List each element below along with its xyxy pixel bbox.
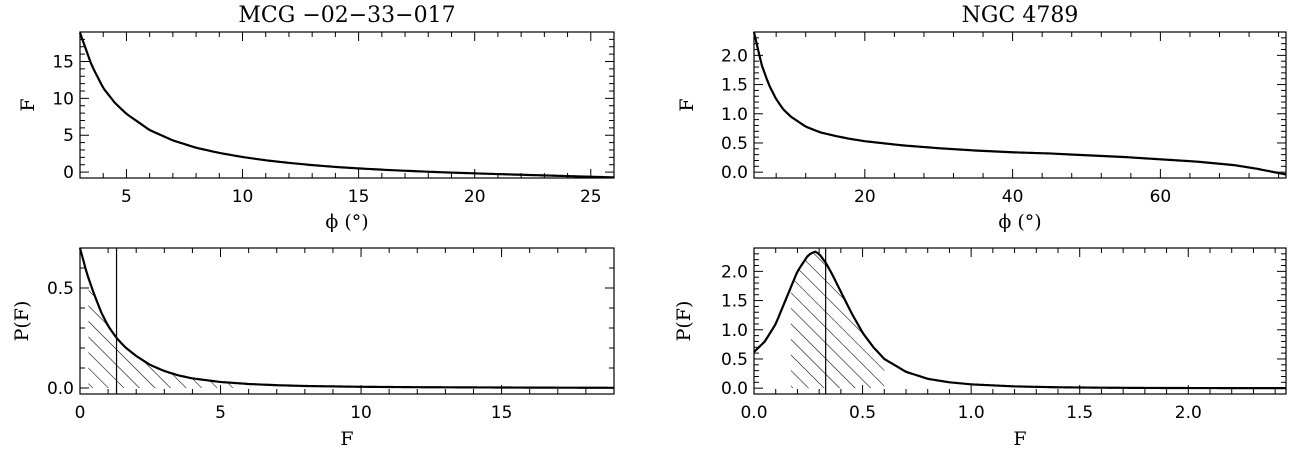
x-tick-label: 60 (1150, 187, 1172, 207)
panel-mcg-pdf: F P(F) 0 5 10 15 0.0 0.5 (11, 247, 615, 450)
y-axis-label: F (676, 98, 698, 111)
x-tick-label: 0.0 (740, 403, 767, 423)
x-tick-label: 5 (215, 403, 226, 423)
x-tick-label: 20 (464, 187, 486, 207)
x-tick-label: 20 (854, 187, 876, 207)
y-tick-label: 15 (52, 52, 74, 72)
y-tick-label: 1.5 (721, 76, 748, 96)
x-tick-label: 5 (121, 187, 132, 207)
y-tick-label: 0 (63, 163, 74, 183)
y-axis-label: P(F) (673, 301, 695, 342)
x-tick-label: 15 (491, 403, 513, 423)
x-tick-label: 10 (350, 403, 372, 423)
x-tick-label: 10 (232, 187, 254, 207)
y-tick-label: 5 (63, 126, 74, 146)
x-axis-label: F (340, 428, 353, 450)
x-tick-label: 25 (580, 187, 602, 207)
y-tick-label: 0.0 (721, 379, 748, 399)
plot-frame (79, 31, 615, 179)
y-tick-label: 1.5 (721, 292, 748, 312)
x-axis-label: ϕ (°) (325, 211, 368, 233)
y-tick-label: 2.0 (721, 262, 748, 282)
panel-title: NGC 4789 (962, 3, 1079, 28)
panel-ngc-pdf: F P(F) 0.0 0.5 1.0 1.5 2.0 0.0 0.5 1.0 1.5 2.0 (673, 247, 1287, 450)
x-tick-label: 2.0 (1175, 403, 1202, 423)
shaded-confidence-region (790, 251, 885, 389)
y-tick-label: 1.0 (721, 321, 748, 341)
data-curve (753, 250, 1286, 390)
panel-mcg-f-vs-phi: MCG −02−33−017 ϕ (°) F 5 10 15 20 25 0 5 10 15 (17, 3, 615, 233)
x-tick-label: 0.5 (849, 403, 876, 423)
x-tick-label: 15 (348, 187, 370, 207)
data-curve (752, 31, 1287, 176)
x-tick-label: 40 (1002, 187, 1024, 207)
x-tick-label: 1.0 (958, 403, 985, 423)
y-tick-label: 1.0 (721, 105, 748, 125)
x-tick-label: 0 (75, 403, 86, 423)
x-tick-label: 1.5 (1066, 403, 1093, 423)
y-tick-label: 0.5 (721, 134, 748, 154)
y-tick-label: 10 (52, 89, 74, 109)
panel-ngc-f-vs-phi: NGC 4789 ϕ (°) F 20 40 60 0.0 0.5 1.0 1.5 2.0 (676, 3, 1287, 233)
plot-frame (753, 31, 1287, 179)
x-axis-label: F (1013, 428, 1026, 450)
panel-title: MCG −02−33−017 (238, 3, 455, 28)
data-curve (78, 32, 615, 179)
y-axis-label: F (17, 98, 39, 111)
shaded-confidence-region (88, 278, 235, 388)
y-tick-label: 2.0 (721, 46, 748, 66)
y-tick-label: 0.0 (47, 379, 74, 399)
y-axis-label: P(F) (11, 301, 33, 342)
y-tick-label: 0.5 (47, 279, 74, 299)
plot-frame (79, 247, 615, 395)
data-curve (78, 247, 615, 389)
plot-frame (753, 247, 1287, 395)
y-tick-label: 0.0 (721, 163, 748, 183)
x-axis-label: ϕ (°) (998, 211, 1041, 233)
y-tick-label: 0.5 (721, 350, 748, 370)
